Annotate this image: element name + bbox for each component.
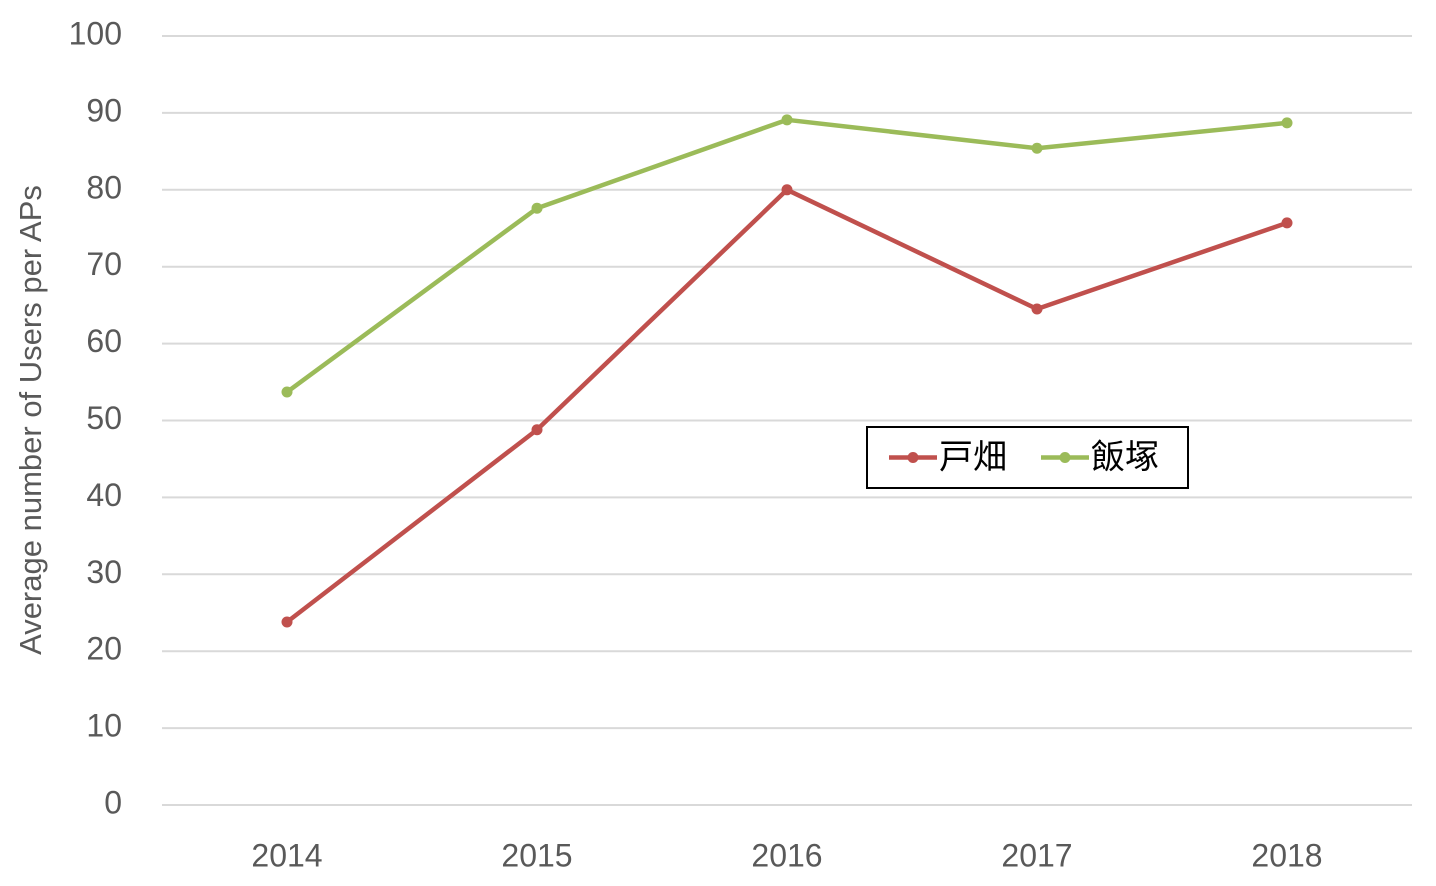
y-tick-label: 10 <box>86 708 122 744</box>
x-tick-label: 2015 <box>501 837 572 873</box>
y-tick-label: 70 <box>86 246 122 282</box>
data-point <box>1281 117 1293 129</box>
data-point <box>1031 303 1043 315</box>
data-point <box>281 386 293 398</box>
data-point <box>531 202 543 214</box>
legend-marker <box>907 452 919 463</box>
y-tick-label: 0 <box>104 784 122 820</box>
x-tick-label: 2017 <box>1001 837 1072 873</box>
y-axis-label: Average number of Users per APs <box>13 185 48 655</box>
data-point <box>531 424 543 436</box>
data-point <box>281 616 293 628</box>
data-point <box>1031 142 1043 154</box>
y-tick-label: 90 <box>86 92 122 128</box>
y-tick-label: 50 <box>86 400 122 436</box>
y-tick-label: 100 <box>69 15 122 51</box>
y-tick-label: 20 <box>86 631 122 667</box>
y-tick-label: 60 <box>86 323 122 359</box>
x-tick-label: 2014 <box>251 837 322 873</box>
series-line <box>285 187 1288 624</box>
y-tick-label: 30 <box>86 554 122 590</box>
data-point <box>781 184 793 196</box>
legend-label: 戸畑 <box>939 438 1007 476</box>
y-tick-label: 40 <box>86 477 122 513</box>
x-tick-label: 2016 <box>751 837 822 873</box>
data-point <box>781 114 793 126</box>
series-line <box>285 117 1288 394</box>
y-tick-label: 80 <box>86 169 122 205</box>
legend-label: 飯塚 <box>1091 438 1159 476</box>
x-tick-label: 2018 <box>1251 837 1322 873</box>
legend-marker <box>1059 452 1071 463</box>
data-point <box>1281 217 1293 229</box>
